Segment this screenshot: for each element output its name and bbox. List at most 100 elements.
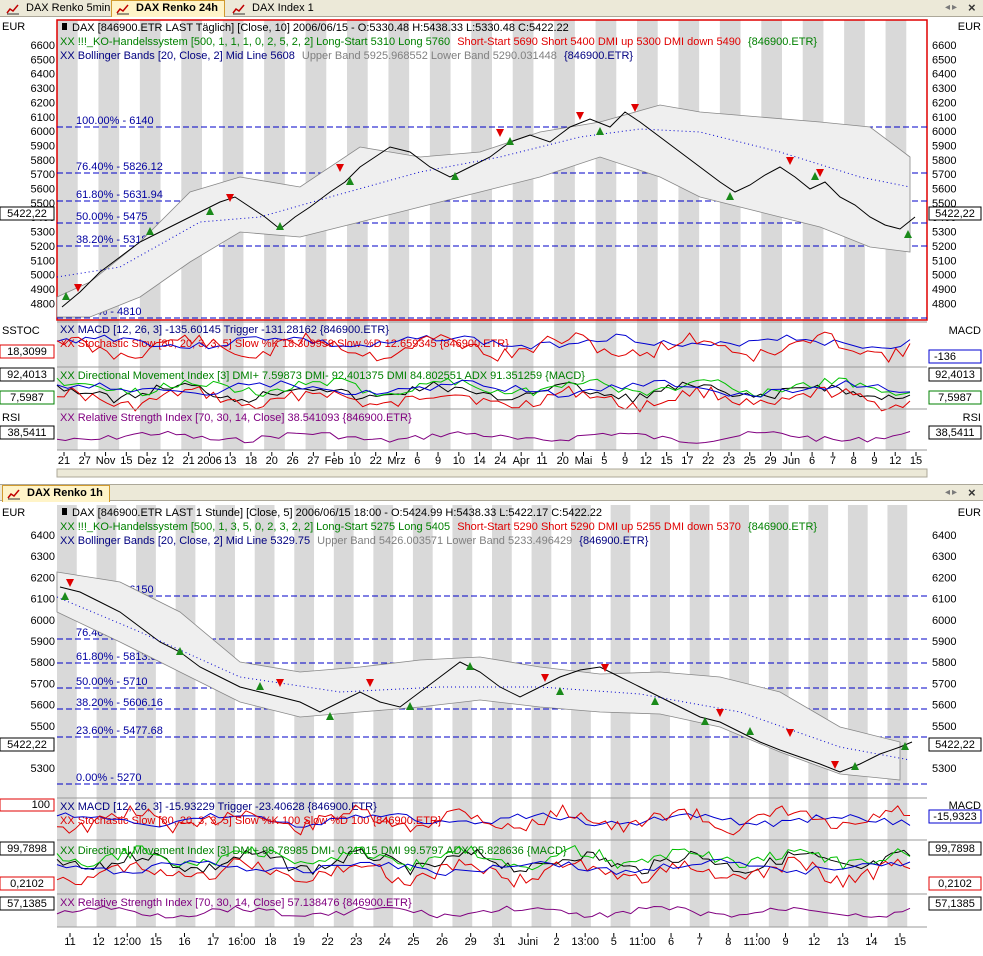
bollinger-header: XX Bollinger Bands [20, Close, 2] Mid Li… [60, 535, 649, 547]
tab-bar: DAX Renko 5min DAX Renko 24h DAX Index 1… [0, 0, 983, 17]
tab-label: DAX Renko 1h [27, 487, 103, 499]
stoch-left-box [0, 798, 55, 812]
date-label: 11:00 [744, 936, 771, 948]
tab-dax-renko-24h[interactable]: DAX Renko 24h [111, 0, 225, 17]
sell-signal-marker [541, 674, 549, 682]
sell-signal-marker [786, 157, 794, 165]
fib-label: 76.40% - 5826.12 [76, 161, 163, 173]
dmi-right-bot-box [928, 390, 982, 405]
date-label: 12 [640, 455, 652, 467]
buy-signal-marker [904, 230, 912, 238]
buy-signal-marker [726, 192, 734, 200]
time-band [802, 20, 824, 450]
price-tick-right: 4900 [932, 284, 956, 296]
date-label: 5 [611, 936, 617, 948]
date-label: 9 [871, 455, 877, 467]
price-tick-left: 6000 [31, 615, 55, 627]
date-label: 20 [266, 455, 278, 467]
price-header: DAX [846900.ETR LAST 1 Stunde] [Close, 5… [72, 507, 602, 519]
bollinger-band [56, 571, 901, 781]
right-currency: EUR [958, 507, 981, 519]
date-label: Nov [96, 455, 116, 467]
date-label: 17 [207, 936, 219, 948]
sell-signal-marker [831, 761, 839, 769]
time-band [678, 20, 700, 450]
fib-label: 100.00% - 6140 [76, 115, 154, 127]
date-label: 24 [379, 936, 391, 948]
date-label: 11 [536, 455, 547, 467]
rsi-right-box [928, 425, 982, 440]
rsi-title-right: RSI [963, 412, 981, 424]
date-label: 12:00 [113, 936, 141, 948]
price-tick-right: 5300 [932, 763, 956, 775]
dmi-header: XX Directional Movement Index [3] DMI+ 9… [60, 845, 567, 857]
date-label: 16:00 [228, 936, 256, 948]
time-band [429, 20, 451, 450]
price-tick-right: 5200 [932, 241, 956, 253]
tab-dax-index-1[interactable]: DAX Index 1 [228, 1, 320, 17]
date-label: 10 [453, 455, 465, 467]
time-band [531, 505, 552, 927]
price-panel-frame [56, 19, 928, 321]
stochastic-line [56, 331, 911, 364]
price-tick-right: 5600 [932, 184, 956, 196]
ko-system-symbol: {846900.ETR} [748, 521, 817, 533]
sell-signal-marker [276, 679, 284, 687]
price-tick-left: 6400 [31, 530, 55, 542]
price-tick-left: 6400 [31, 69, 55, 81]
buy-signal-marker [62, 292, 70, 300]
sell-signal-marker [716, 709, 724, 717]
time-band [452, 505, 473, 927]
sell-signal-marker [74, 284, 82, 292]
macd-value-box [928, 809, 982, 824]
macd-title: MACD [949, 800, 981, 812]
current-price-left [0, 737, 55, 752]
date-label: 22 [370, 455, 382, 467]
tab-dax-renko-1h[interactable]: DAX Renko 1h [2, 485, 110, 502]
bollinger-band [56, 104, 911, 318]
tab-scroll-arrows-icon[interactable]: ◂▸ [945, 487, 960, 498]
buy-signal-marker [146, 227, 154, 235]
chart-icon [6, 4, 19, 15]
date-label: 18 [245, 455, 257, 467]
top-chart[interactable]: EUR EUR DAX [846900.ETR LAST Täglich] [C… [0, 17, 983, 484]
sell-signal-marker [336, 164, 344, 172]
close-icon[interactable]: × [968, 0, 976, 15]
ko-system-short: Short-Start 5290 Short 5290 DMI up 5255 … [457, 521, 741, 533]
sell-signal-marker [366, 679, 374, 687]
price-tick-left: 5900 [31, 636, 55, 648]
price-tick-left: 4900 [31, 284, 55, 296]
time-band [887, 505, 908, 927]
horizontal-scrollbar[interactable] [56, 468, 928, 478]
tab-label: DAX Renko 24h [136, 2, 218, 14]
date-label: 5 [601, 455, 607, 467]
date-label: 29 [465, 936, 477, 948]
date-label: 9 [622, 455, 628, 467]
buy-signal-marker [176, 647, 184, 655]
sell-signal-marker [816, 169, 824, 177]
price-tick-left: 5000 [31, 270, 55, 282]
bottom-chart[interactable]: EUR EUR DAX [846900.ETR LAST 1 Stunde] [… [0, 502, 983, 953]
price-tick-left: 4800 [31, 298, 55, 310]
buy-signal-marker [276, 222, 284, 230]
close-icon[interactable]: × [968, 485, 976, 500]
price-tick-right: 5000 [932, 270, 956, 282]
adx-line [56, 858, 911, 877]
date-label: 15 [894, 936, 906, 948]
buy-signal-marker [346, 177, 354, 185]
date-label: 18 [264, 936, 276, 948]
dmi-right-top-box [928, 367, 982, 382]
tab-label: DAX Renko 5min [26, 2, 111, 14]
date-label: 15 [120, 455, 132, 467]
right-currency: EUR [958, 21, 981, 33]
tab-label: DAX Index 1 [252, 2, 314, 14]
date-label: 22 [702, 455, 714, 467]
tab-scroll-arrows-icon[interactable]: ◂▸ [945, 2, 960, 13]
date-label: 12 [162, 455, 174, 467]
tab-dax-renko-5min[interactable]: DAX Renko 5min [2, 1, 116, 17]
time-band [136, 505, 156, 927]
date-label: Feb [325, 455, 344, 467]
bollinger-bands: Upper Band 5426.003571 Lower Band 5233.4… [317, 535, 572, 547]
date-label: 14 [473, 455, 485, 467]
fib-label: 50.00% - 5475 [76, 211, 148, 223]
